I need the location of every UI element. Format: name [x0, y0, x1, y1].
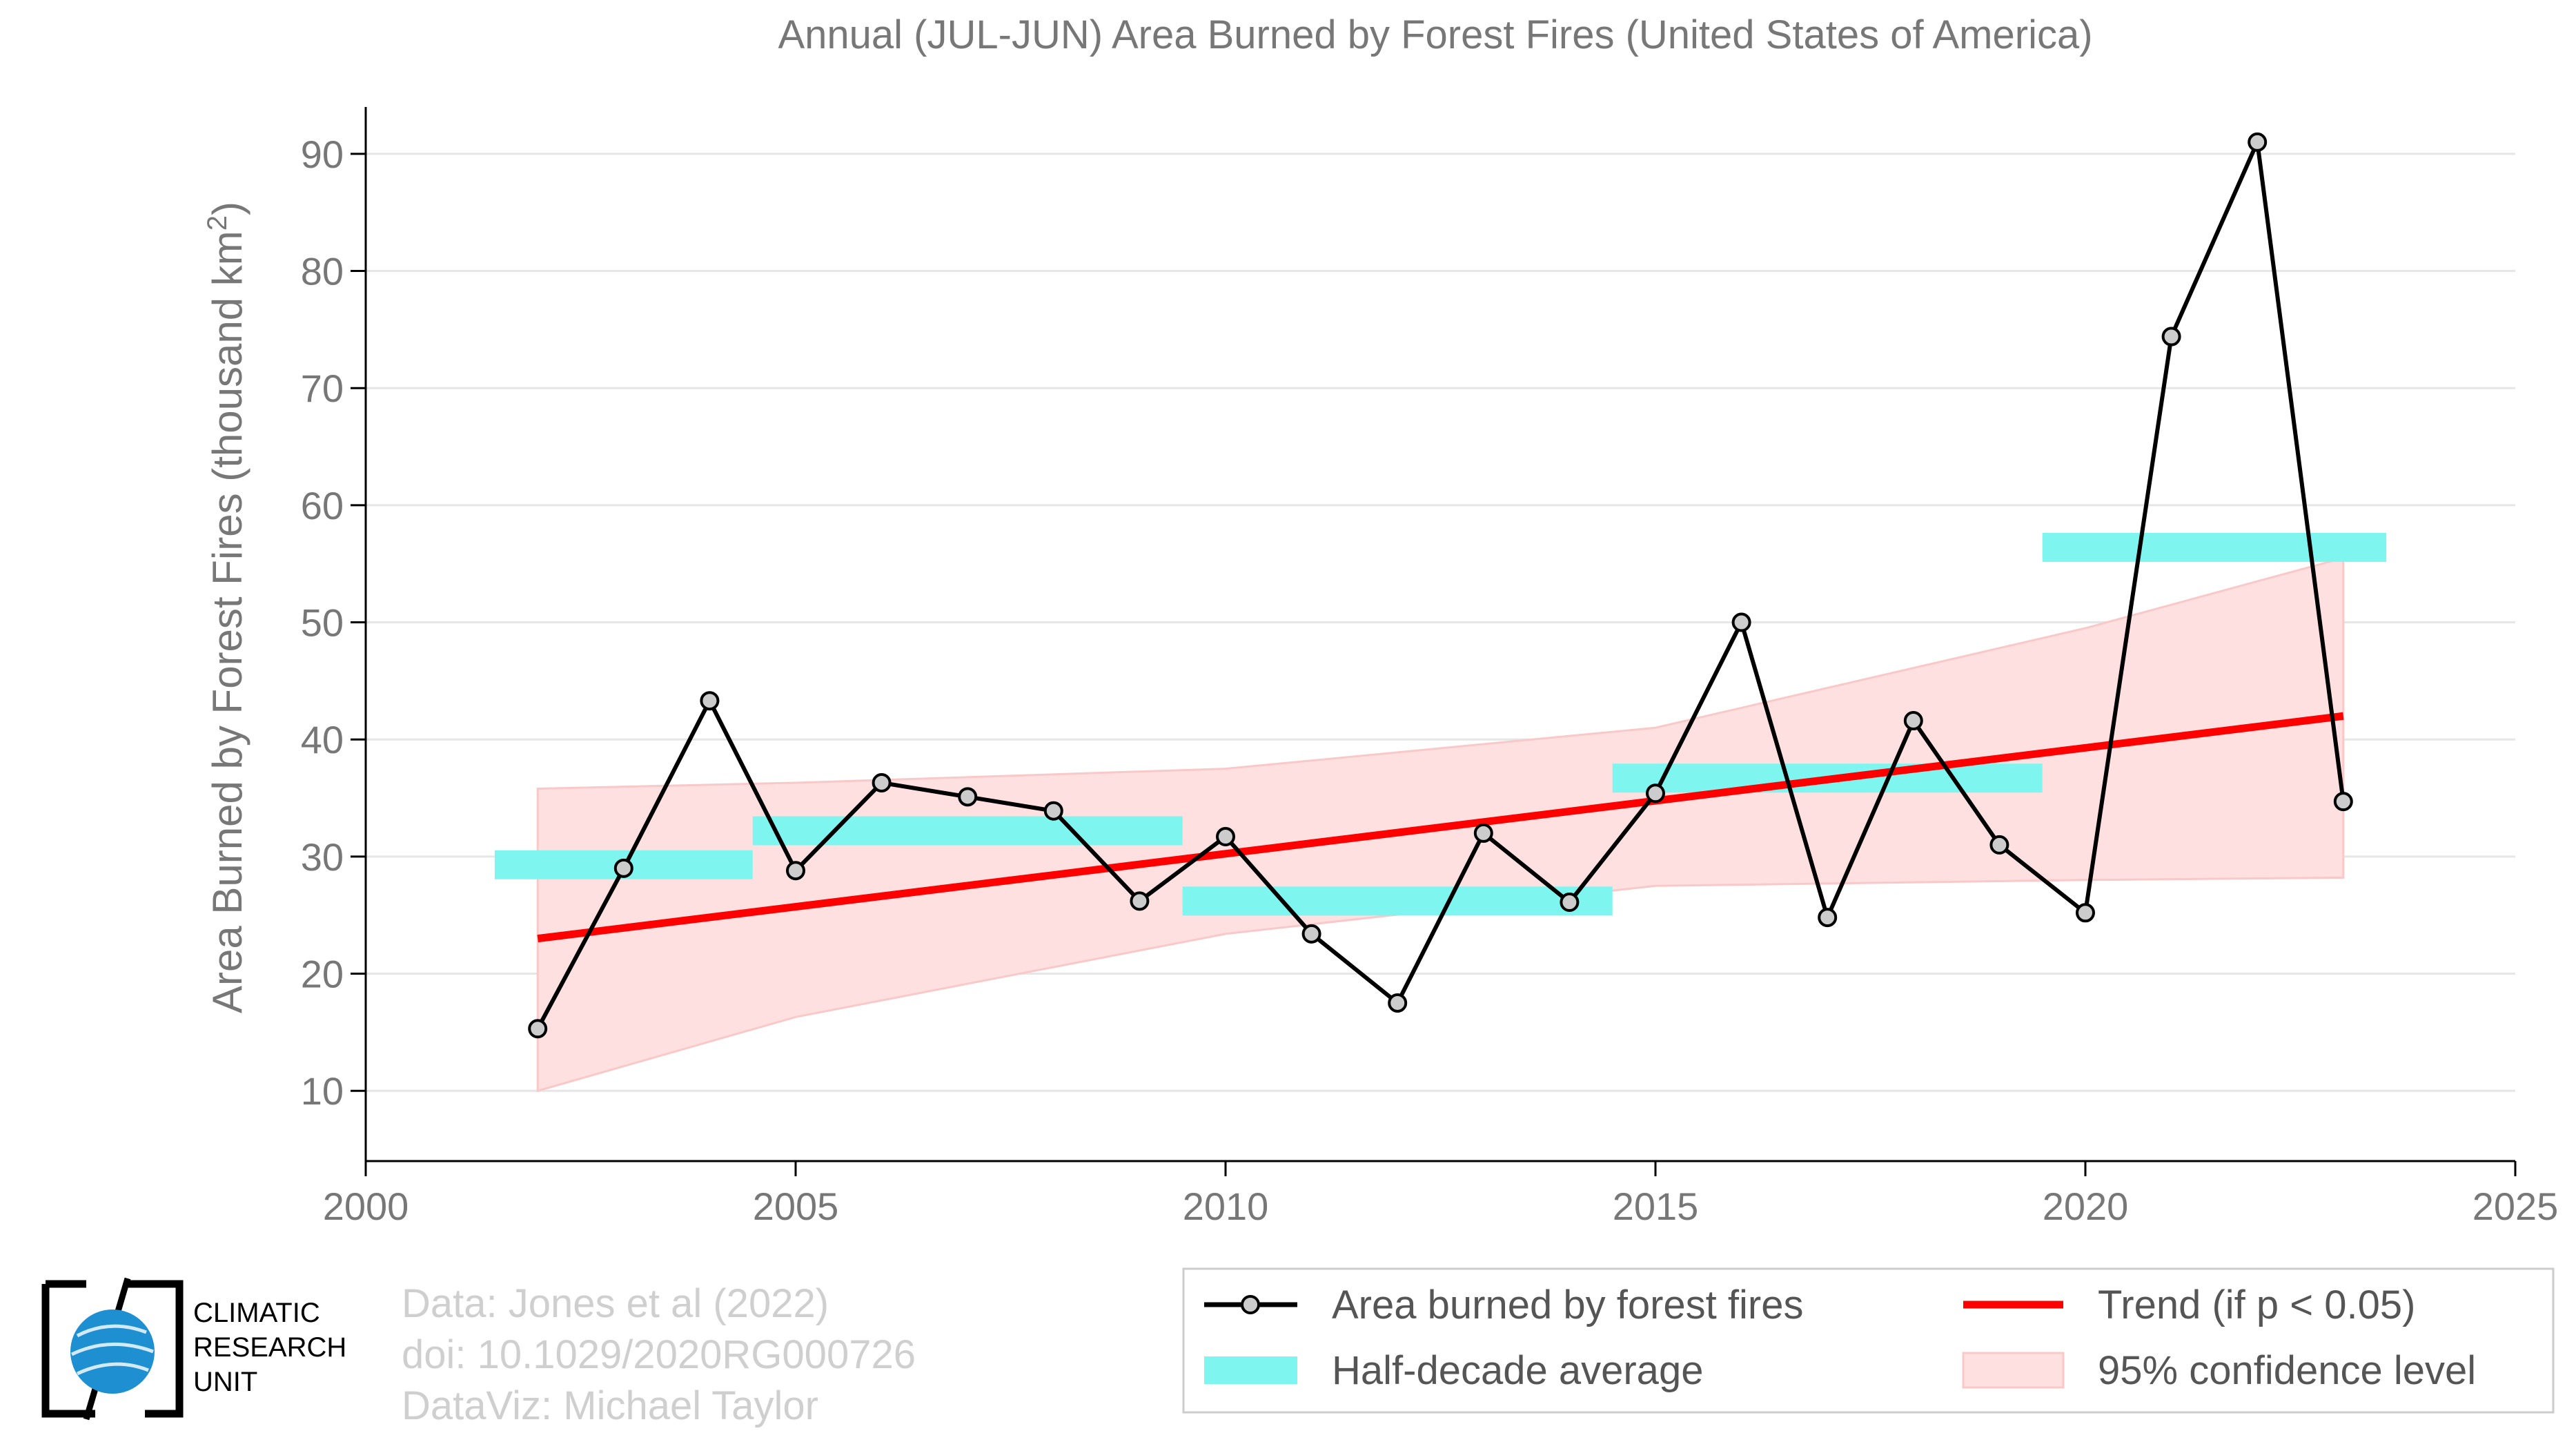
logo-text-line2: RESEARCH — [193, 1332, 346, 1363]
x-tick-label: 2000 — [323, 1185, 409, 1228]
x-tick-label: 2005 — [753, 1185, 839, 1228]
data-point — [2248, 132, 2268, 152]
data-point — [1130, 891, 1150, 911]
y-tick-label: 70 — [301, 367, 344, 410]
credits-line1: Data: Jones et al (2022) — [402, 1281, 829, 1326]
credits: Data: Jones et al (2022) doi: 10.1029/20… — [402, 1281, 916, 1428]
data-point — [1731, 612, 1751, 632]
legend: Area burned by forest fires Half-decade … — [1182, 1267, 2555, 1414]
trend-line — [537, 712, 2344, 943]
legend-ci-label: 95% confidence level — [2098, 1348, 2476, 1393]
y-tick-label: 90 — [301, 133, 344, 176]
data-point — [700, 691, 720, 711]
data-point — [1301, 924, 1321, 944]
y-tick-label: 40 — [301, 718, 344, 761]
legend-ci-swatch — [1962, 1352, 2065, 1389]
data-point — [1646, 783, 1665, 804]
credits-line3: DataViz: Michael Taylor — [402, 1383, 818, 1428]
logo-bracket-left — [41, 1280, 95, 1418]
data-point — [958, 787, 978, 807]
logo-text-line1: CLIMATIC — [193, 1298, 320, 1328]
series-line-area-burned — [535, 139, 2346, 1030]
data-point — [1989, 835, 2009, 855]
y-axis-label-end: ) — [204, 202, 250, 215]
data-point — [1216, 827, 1235, 847]
data-point — [1043, 801, 1063, 821]
y-axis-label-sup: 2 — [202, 215, 233, 231]
data-point — [2161, 327, 2181, 347]
y-axis-label-main: Area Burned by Forest Fires (thousand km — [204, 231, 250, 1013]
half-decade-average-bar — [1182, 886, 1613, 916]
axes: 10 20 30 40 50 60 70 80 90 2000 2005 2010 2015 2020 20… — [301, 107, 2559, 1228]
credits-line2: doi: 10.1029/2020RG000726 — [402, 1332, 916, 1377]
data-point — [786, 861, 805, 881]
legend-trend-label: Trend (if p < 0.05) — [2098, 1283, 2415, 1327]
x-tick-label: 2025 — [2472, 1185, 2559, 1228]
x-tick-label: 2015 — [1613, 1185, 1699, 1228]
y-axis-label: Area Burned by Forest Fires (thousand km… — [202, 202, 250, 1013]
data-point — [1473, 823, 1493, 843]
cru-logo: CLIMATIC RESEARCH UNIT — [41, 1277, 346, 1421]
data-point — [1388, 993, 1408, 1013]
globe-swirl-icon — [70, 1324, 154, 1376]
series-layer — [528, 132, 2353, 1039]
y-tick-label: 20 — [301, 953, 344, 996]
half-decade-average-bar — [752, 816, 1183, 846]
chart-title: Annual (JUL-JUN) Area Burned by Forest F… — [778, 12, 2092, 57]
legend-avg-swatch — [1204, 1356, 1297, 1384]
x-tick-label: 2020 — [2043, 1185, 2129, 1228]
data-point — [2076, 903, 2095, 923]
logo-text-line3: UNIT — [193, 1367, 257, 1397]
y-tick-label: 10 — [301, 1069, 344, 1113]
legend-frame — [1182, 1267, 2555, 1414]
data-point — [1560, 893, 1580, 913]
y-tick-label: 80 — [301, 250, 344, 293]
data-point — [613, 858, 633, 878]
trend-layer — [537, 712, 2344, 943]
y-tick-label: 30 — [301, 835, 344, 879]
globe-icon — [70, 1309, 155, 1394]
x-tick-label: 2010 — [1183, 1185, 1269, 1228]
data-point — [2333, 792, 2353, 812]
y-tick-label: 50 — [301, 601, 344, 645]
legend-avg-label: Half-decade average — [1332, 1348, 1703, 1393]
y-tick-label: 60 — [301, 484, 344, 527]
half-decade-average-bar — [2042, 532, 2387, 562]
logo-bracket-right — [128, 1280, 184, 1418]
data-point — [1903, 711, 1923, 731]
data-point — [872, 772, 892, 792]
legend-line-label: Area burned by forest fires — [1332, 1283, 1803, 1327]
data-point — [528, 1019, 548, 1039]
legend-line-marker — [1241, 1295, 1260, 1314]
data-point — [1818, 908, 1838, 928]
